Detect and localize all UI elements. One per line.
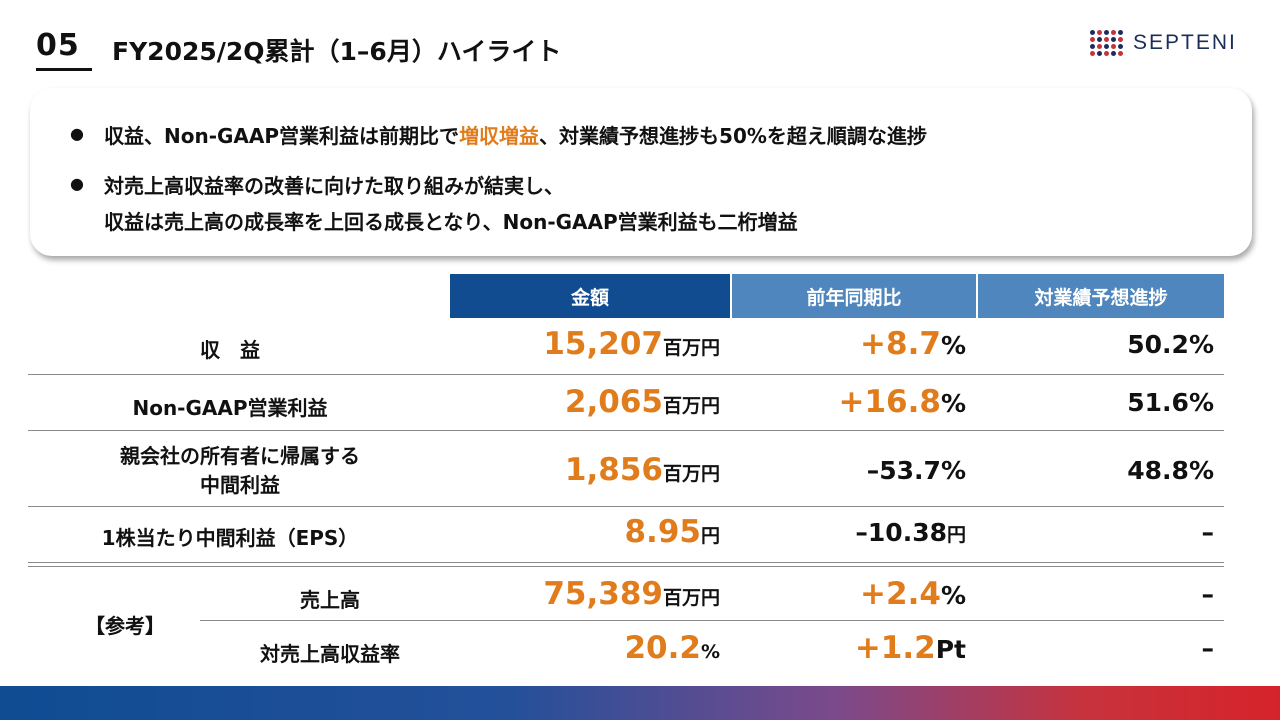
row-label-nongaap: Non-GAAP営業利益 [132,396,328,420]
summary-box: ● 収益、Non-GAAP営業利益は前期比で増収増益、対業績予想進捗も50%を超… [30,88,1252,256]
bullet-icon: ● [70,124,84,143]
logo-dots-icon [1090,30,1123,56]
amount-nongaap: 2,065百万円 [564,384,720,420]
row-label-eps: 1株当たり中間利益（EPS） [101,526,359,550]
bullet1-text-post: 、対業績予想進捗も50%を超え順調な進捗 [539,124,927,148]
bullet2-line2: 収益は売上高の成長率を上回る成長となり、Non-GAAP営業利益も二桁増益 [104,210,798,234]
row-divider [28,374,1224,375]
amount-margin: 20.2% [624,630,720,666]
row-label-revenue: 収 益 [200,338,260,362]
progress-net-income: 48.8% [1127,456,1214,485]
section-number: 05 [36,28,80,63]
page-title: FY2025/2Q累計（1–6月）ハイライト [112,37,562,66]
header-amount: 金額 [450,274,730,318]
row-divider [28,562,1224,563]
bullet-icon: ● [70,174,84,193]
bullet1-text-pre: 収益、Non-GAAP営業利益は前期比で [104,124,460,148]
row-divider-double [28,566,1224,567]
section-number-underline [36,68,92,71]
yoy-margin: +1.2Pt [854,630,966,666]
yoy-revenue: +8.7% [860,326,966,362]
reference-label: 【参考】 [85,614,165,638]
progress-sales: – [1201,580,1215,609]
header-yoy: 前年同期比 [732,274,976,318]
yoy-eps: –10.38円 [855,518,966,547]
logo-text: SEPTENI [1133,31,1237,54]
yoy-net-income: –53.7% [866,456,966,485]
amount-sales: 75,389百万円 [543,576,720,612]
progress-margin: – [1201,634,1215,663]
progress-eps: – [1201,518,1215,547]
amount-net-income: 1,856百万円 [564,452,720,488]
bottom-gradient-bar [0,686,1280,720]
row-label-margin: 対売上高収益率 [260,642,400,666]
header-progress: 対業績予想進捗 [978,274,1224,318]
amount-eps: 8.95円 [624,514,720,550]
row-divider [28,506,1224,507]
row-divider [200,620,1224,621]
septeni-logo: SEPTENI [1090,30,1237,56]
row-label-sales: 売上高 [300,588,360,612]
bullet1-highlight: 増収増益 [459,124,540,148]
yoy-sales: +2.4% [860,576,966,612]
row-label-net-income: 親会社の所有者に帰属する 中間利益 [120,444,360,497]
progress-revenue: 50.2% [1127,330,1214,359]
bullet2-line1: 対売上高収益率の改善に向けた取り組みが結実し、 [104,174,564,198]
progress-nongaap: 51.6% [1127,388,1214,417]
yoy-nongaap: +16.8% [838,384,966,420]
row-divider [28,430,1224,431]
amount-revenue: 15,207百万円 [543,326,720,362]
